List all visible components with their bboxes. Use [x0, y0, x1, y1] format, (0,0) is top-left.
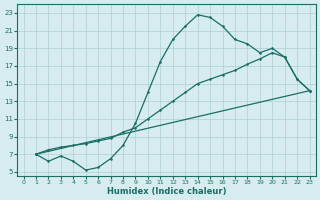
X-axis label: Humidex (Indice chaleur): Humidex (Indice chaleur)	[107, 187, 226, 196]
